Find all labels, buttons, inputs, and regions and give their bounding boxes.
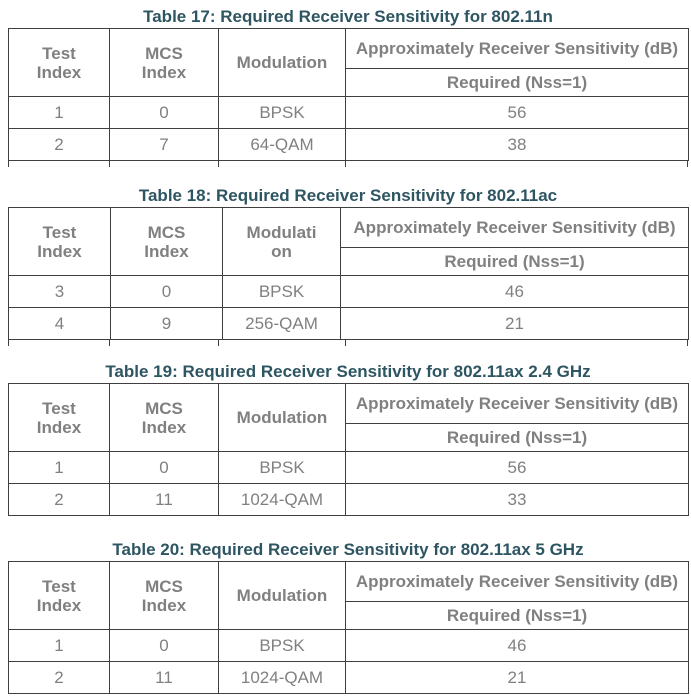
sensitivity-table-802-11n: Test Index MCS Index Modulation Approxim… [8, 28, 689, 161]
cell-mcs-index: 11 [109, 483, 219, 516]
cell-mcs-index: 7 [109, 128, 219, 161]
section-table-18: Table 18: Required Receiver Sensitivity … [0, 186, 691, 346]
col-header-sensitivity: Approximately Receiver Sensitivity (dB) [345, 561, 689, 602]
cell-mcs-index: 11 [109, 661, 219, 694]
cell-mcs-index: 0 [110, 275, 223, 308]
cell-test-index: 3 [8, 275, 111, 308]
cell-modulation: BPSK [218, 629, 346, 662]
cell-required: 46 [345, 629, 689, 662]
col-subheader-required: Required (Nss=1) [345, 423, 689, 452]
col-header-test-index: Test Index [8, 561, 110, 630]
section-table-17: Table 17: Required Receiver Sensitivity … [0, 7, 691, 167]
sensitivity-table-802-11ax-5ghz: Test Index MCS Index Modulation Approxim… [8, 561, 689, 694]
col-header-test-index: Test Index [8, 383, 110, 452]
section-table-19: Table 19: Required Receiver Sensitivity … [0, 362, 691, 516]
col-header-modulation: Modulation [218, 383, 346, 452]
table-row: 3 0 BPSK 46 [8, 275, 689, 308]
col-subheader-required: Required (Nss=1) [345, 601, 689, 630]
col-header-test-index: Test Index [8, 28, 110, 97]
table-row: 4 9 256-QAM 21 [8, 307, 689, 340]
cell-test-index: 2 [8, 483, 110, 516]
col-subheader-required: Required (Nss=1) [340, 247, 689, 276]
table-row: 2 11 1024-QAM 33 [8, 483, 689, 516]
col-subheader-required: Required (Nss=1) [345, 68, 689, 97]
cell-modulation: 1024-QAM [218, 661, 346, 694]
sensitivity-table-802-11ax-2-4ghz: Test Index MCS Index Modulation Approxim… [8, 383, 689, 516]
cropped-row-border-stubs [8, 340, 688, 346]
cell-test-index: 1 [8, 629, 110, 662]
table-row: 1 0 BPSK 46 [8, 629, 689, 662]
col-header-sensitivity: Approximately Receiver Sensitivity (dB) [345, 28, 689, 69]
col-header-mcs-index: MCS Index [109, 561, 219, 630]
table-title: Table 20: Required Receiver Sensitivity … [112, 540, 584, 559]
col-header-sensitivity: Approximately Receiver Sensitivity (dB) [340, 207, 689, 248]
cell-modulation: 256-QAM [222, 307, 341, 340]
cell-test-index: 2 [8, 128, 110, 161]
cell-test-index: 4 [8, 307, 111, 340]
cropped-row-border-stubs [8, 161, 688, 167]
table-row: 2 7 64-QAM 38 [8, 128, 689, 161]
table-row: 2 11 1024-QAM 21 [8, 661, 689, 694]
cell-mcs-index: 0 [109, 96, 219, 129]
table-row: 1 0 BPSK 56 [8, 451, 689, 484]
col-header-modulation: Modulation [222, 207, 341, 276]
cell-required: 21 [340, 307, 689, 340]
cell-test-index: 2 [8, 661, 110, 694]
sensitivity-table-802-11ac: Test Index MCS Index Modulation Approxim… [8, 207, 689, 340]
col-header-modulation: Modulation [218, 561, 346, 630]
cell-modulation: BPSK [218, 96, 346, 129]
cell-mcs-index: 0 [109, 629, 219, 662]
col-header-mcs-index: MCS Index [109, 383, 219, 452]
col-header-test-index: Test Index [8, 207, 111, 276]
cell-mcs-index: 0 [109, 451, 219, 484]
cell-modulation: BPSK [218, 451, 346, 484]
table-title: Table 18: Required Receiver Sensitivity … [138, 186, 558, 205]
table-title: Table 19: Required Receiver Sensitivity … [105, 362, 591, 381]
cell-test-index: 1 [8, 96, 110, 129]
table-title: Table 17: Required Receiver Sensitivity … [143, 7, 553, 26]
table-row: 1 0 BPSK 56 [8, 96, 689, 129]
cell-required: 56 [345, 451, 689, 484]
section-table-20: Table 20: Required Receiver Sensitivity … [0, 540, 691, 694]
cell-mcs-index: 9 [110, 307, 223, 340]
cell-modulation: 1024-QAM [218, 483, 346, 516]
col-header-mcs-index: MCS Index [109, 28, 219, 97]
cell-required: 33 [345, 483, 689, 516]
cell-modulation: BPSK [222, 275, 341, 308]
col-header-modulation: Modulation [218, 28, 346, 97]
col-header-mcs-index: MCS Index [110, 207, 223, 276]
cell-required: 38 [345, 128, 689, 161]
cell-required: 56 [345, 96, 689, 129]
cell-required: 21 [345, 661, 689, 694]
col-header-sensitivity: Approximately Receiver Sensitivity (dB) [345, 383, 689, 424]
cell-modulation: 64-QAM [218, 128, 346, 161]
cell-test-index: 1 [8, 451, 110, 484]
cell-required: 46 [340, 275, 689, 308]
